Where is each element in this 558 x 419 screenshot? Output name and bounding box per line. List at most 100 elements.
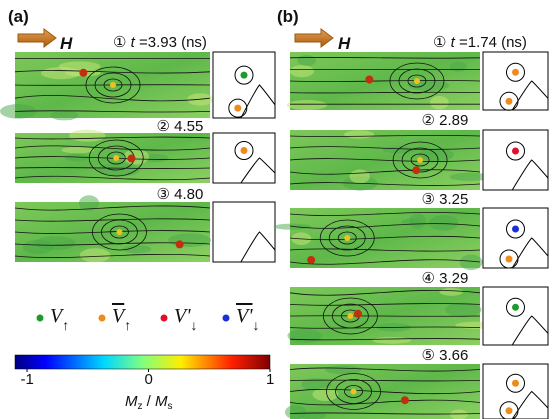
texture [50, 111, 78, 121]
text: ↑ [62, 319, 69, 334]
frame-label: ④ 3.29 [422, 271, 469, 286]
legend-entry: V'↓ [236, 306, 260, 334]
legend-dot [161, 315, 168, 322]
text: ↑ [124, 319, 131, 334]
text: =1.74 (ns) [459, 34, 527, 51]
text: 2.89 [439, 112, 468, 129]
texture [123, 149, 149, 164]
texture [80, 248, 111, 262]
text: ↓ [191, 319, 198, 334]
text: ③ [157, 186, 170, 203]
texture [69, 130, 105, 142]
field-arrow [18, 29, 56, 47]
text: V [112, 305, 124, 327]
vortex-core [79, 69, 87, 77]
legend-dot [99, 315, 106, 322]
texture [168, 233, 211, 247]
frame-label: ⑤ 3.66 [422, 348, 469, 363]
text: ① [113, 34, 126, 51]
schematic-dot [512, 69, 519, 76]
texture [287, 329, 321, 343]
schematic-dot [512, 380, 519, 387]
text: ① [433, 34, 446, 51]
text: ⑤ [422, 347, 435, 364]
text: ④ [422, 270, 435, 287]
texture [372, 337, 411, 344]
vortex-core [344, 235, 350, 241]
colorbar [15, 355, 270, 369]
panel-label: (a) [8, 8, 29, 25]
text: / [143, 393, 156, 410]
schematic-dot [506, 256, 513, 263]
vortex-core [412, 166, 420, 174]
colorbar-tick-label: -1 [21, 372, 34, 387]
text: s [168, 401, 173, 412]
figure: (a) H ① t =3.93 (ns) ② 4.55 ③ 4.80 (b) H ① t =1… [0, 0, 558, 419]
text: 4.55 [174, 118, 203, 135]
texture [450, 62, 467, 72]
frame-label: ② 4.55 [157, 119, 204, 134]
vortex-core [417, 157, 423, 163]
text: V' [174, 305, 191, 327]
vortex-core [116, 229, 122, 235]
vortex-core [176, 240, 184, 248]
text: t [131, 34, 135, 51]
schematic-dot [241, 147, 248, 154]
legend-dot [37, 315, 44, 322]
text: -1 [21, 371, 34, 388]
vortex-core [354, 310, 362, 318]
schematic-dot [234, 105, 241, 112]
frame-label: ① t =1.74 (ns) [433, 35, 527, 50]
field-label: H [60, 35, 72, 52]
colorbar-tick-label: 1 [266, 372, 274, 387]
text: M [155, 393, 168, 410]
schematic-dot [512, 148, 519, 155]
legend-entry: V'↓ [174, 306, 198, 334]
texture [350, 170, 370, 184]
legend-entry: V↑ [50, 306, 69, 334]
vortex-core [414, 78, 420, 84]
vortex-core [365, 76, 373, 84]
text: 4.80 [174, 186, 203, 203]
text: H [60, 34, 72, 53]
field-label: H [338, 35, 350, 52]
vortex-core [307, 256, 315, 264]
text: =3.93 (ns) [139, 34, 207, 51]
text: ② [422, 112, 435, 129]
vortex-core [347, 313, 353, 319]
frame-label: ③ 4.80 [157, 187, 204, 202]
vortex-core [113, 155, 119, 161]
texture [287, 100, 328, 110]
schematic-dot [506, 98, 513, 105]
schematic-box [213, 133, 275, 183]
text: 1 [266, 371, 274, 388]
text: ↓ [253, 319, 260, 334]
schematic-dot [512, 226, 519, 233]
vortex-core [110, 82, 116, 88]
schematic-box [483, 364, 548, 419]
colorbar-tick-label: 0 [145, 372, 153, 387]
texture [35, 236, 76, 250]
text: 3.25 [439, 191, 468, 208]
text: (b) [277, 7, 299, 26]
text: V [50, 305, 62, 327]
text: 0 [145, 371, 153, 388]
texture [440, 288, 464, 296]
texture [61, 147, 93, 153]
schematic-dot [241, 72, 248, 79]
texture [285, 405, 306, 419]
vortex-core [401, 396, 409, 404]
texture [290, 65, 314, 77]
text: ③ [422, 191, 435, 208]
text: V' [236, 305, 253, 327]
texture [429, 215, 458, 231]
frame-label: ② 2.89 [422, 113, 469, 128]
frame-label: ③ 3.25 [422, 192, 469, 207]
schematic-dot [506, 407, 513, 414]
schematic-box [213, 52, 275, 118]
text: (a) [8, 7, 29, 26]
schematic-dot [512, 304, 519, 311]
legend-dot [223, 315, 230, 322]
vortex-core [128, 155, 136, 163]
colorbar-label: Mz / Ms [125, 394, 173, 412]
